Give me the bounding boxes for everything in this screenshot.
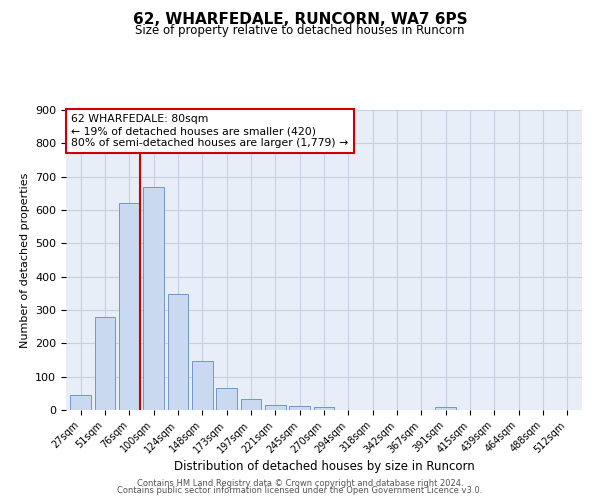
Bar (265, 405, 286, 410)
Text: Size of property relative to detached houses in Runcorn: Size of property relative to detached ho… (135, 24, 465, 37)
Bar (289, 406, 310, 410)
Text: 62, WHARFEDALE, RUNCORN, WA7 6PS: 62, WHARFEDALE, RUNCORN, WA7 6PS (133, 12, 467, 28)
Bar (143, 188, 164, 410)
Bar (241, 400, 262, 410)
X-axis label: Distribution of detached houses by size in Runcorn: Distribution of detached houses by size … (173, 460, 475, 473)
Text: 62 WHARFEDALE: 80sqm
← 19% of detached houses are smaller (420)
80% of semi-deta: 62 WHARFEDALE: 80sqm ← 19% of detached h… (71, 114, 349, 148)
Text: Contains public sector information licensed under the Open Government Licence v3: Contains public sector information licen… (118, 486, 482, 495)
Y-axis label: Number of detached properties: Number of detached properties (20, 172, 29, 348)
Bar (436, 408, 456, 410)
Bar (216, 388, 237, 410)
Bar (70, 396, 91, 410)
Bar (167, 294, 188, 410)
Bar (119, 203, 140, 410)
Bar (95, 316, 115, 410)
Bar (314, 406, 334, 410)
Text: Contains HM Land Registry data © Crown copyright and database right 2024.: Contains HM Land Registry data © Crown c… (137, 478, 463, 488)
Bar (192, 360, 212, 410)
